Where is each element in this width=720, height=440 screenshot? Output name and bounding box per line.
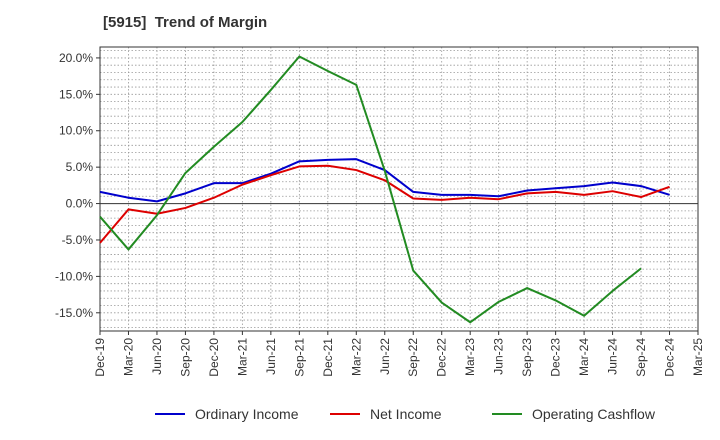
x-tick-label: Sep-23 xyxy=(520,338,534,377)
legend-label: Ordinary Income xyxy=(195,406,299,422)
x-tick-label: Dec-23 xyxy=(549,338,563,377)
x-tick-label: Jun-24 xyxy=(606,338,620,375)
y-tick-label: -10.0% xyxy=(55,269,93,283)
x-tick-label: Mar-24 xyxy=(577,338,591,376)
plot-frame xyxy=(99,46,699,332)
x-tick-label: Dec-19 xyxy=(93,338,107,377)
x-tick-label: Dec-20 xyxy=(207,338,221,377)
x-tick-label: Dec-22 xyxy=(435,338,449,377)
y-tick-label: 20.0% xyxy=(59,51,93,65)
y-tick-label: 15.0% xyxy=(59,87,93,101)
x-tick-label: Mar-20 xyxy=(121,338,135,376)
y-tick-label: -5.0% xyxy=(62,233,94,247)
legend-label: Net Income xyxy=(370,406,442,422)
x-tick-label: Mar-23 xyxy=(463,338,477,376)
legend-label: Operating Cashflow xyxy=(532,406,656,422)
x-tick-label: Mar-21 xyxy=(235,338,249,376)
x-tick-label: Sep-22 xyxy=(406,338,420,377)
x-tick-label: Sep-21 xyxy=(292,338,306,377)
x-tick-label: Sep-24 xyxy=(634,338,648,377)
y-tick-label: 5.0% xyxy=(66,160,94,174)
y-tick-labels: 20.0% 15.0% 10.0% 5.0% 0.0% -5.0% -10.0% -15.0% xyxy=(55,51,93,320)
grid xyxy=(100,47,698,331)
y-tick-label: 0.0% xyxy=(66,197,94,211)
y-tick-label: -15.0% xyxy=(55,306,93,320)
x-tick-labels: Dec-19 Mar-20 Jun-20 Sep-20 Dec-20 Mar-21 Jun-… xyxy=(93,338,705,377)
x-tick-label: Jun-23 xyxy=(492,338,506,375)
x-tick-label: Jun-20 xyxy=(150,338,164,375)
series-line-net-income xyxy=(99,164,670,244)
series-line-operating-cashflow xyxy=(99,55,642,324)
chart-title: [5915] Trend of Margin xyxy=(103,14,268,31)
x-tick-label: Jun-22 xyxy=(378,338,392,375)
x-tick-label: Dec-24 xyxy=(663,338,677,377)
series-lines xyxy=(99,55,670,324)
y-tick-label: 10.0% xyxy=(59,124,93,138)
x-tick-label: Jun-21 xyxy=(264,338,278,375)
legend: Ordinary Income Net Income Operating Cashf… xyxy=(155,406,656,422)
x-tick-label: Mar-22 xyxy=(349,338,363,376)
x-tick-label: Mar-25 xyxy=(691,338,705,376)
x-tick-label: Dec-21 xyxy=(321,338,335,377)
x-tick-label: Sep-20 xyxy=(178,338,192,377)
